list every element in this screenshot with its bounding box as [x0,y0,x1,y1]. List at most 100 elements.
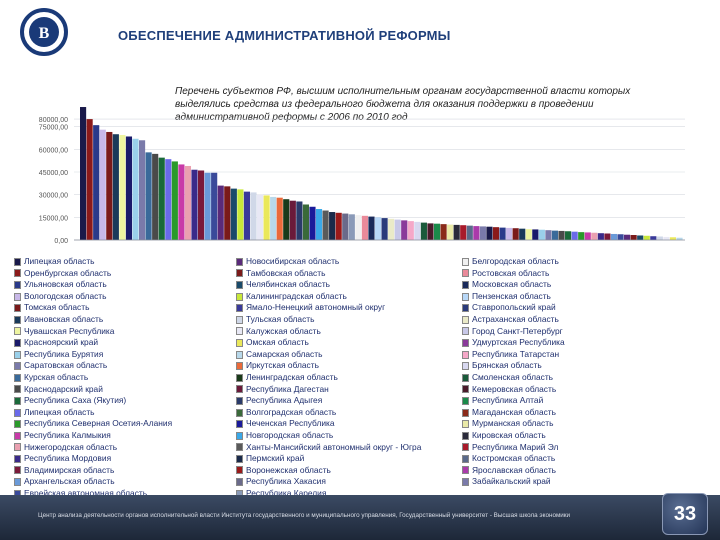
legend-item: Красноярский край [14,337,172,349]
legend-swatch [14,466,21,475]
bar [178,164,185,240]
hse-logo-icon: В [20,8,68,56]
legend-label: Калужская область [246,325,321,336]
bar [302,204,309,240]
legend-label: Владимирская область [24,464,115,475]
legend-label: Ямало-Ненецкий автономный округ [246,302,386,313]
bar [519,228,526,240]
legend-swatch [14,385,21,394]
legend-swatch [14,396,21,405]
bar [401,220,408,240]
legend-swatch [236,385,243,394]
legend-item: Ямало-Ненецкий автономный округ [236,302,421,314]
slide-title: ОБЕСПЕЧЕНИЕ АДМИНИСТРАТИВНОЙ РЕФОРМЫ [118,28,451,43]
bar [80,107,87,241]
bar [676,237,683,240]
legend-item: Чувашская Республика [14,326,172,338]
bar [525,229,532,240]
legend-swatch [14,304,21,313]
legend-label: Московская область [472,279,552,290]
legend-swatch [14,373,21,382]
legend-item: Калининградская область [236,291,421,303]
bar [414,221,421,240]
bar [211,172,218,240]
legend-item: Иркутская область [236,360,421,372]
legend-item: Тамбовская область [236,268,421,280]
legend-swatch [236,327,243,336]
legend-item: Республика Дагестан [236,384,421,396]
legend-item: Оренбургская область [14,268,172,280]
legend-swatch [462,443,469,452]
bar [460,225,467,240]
bar [492,227,500,240]
legend-item: Новгородская область [236,430,421,442]
legend-label: Вологодская область [24,290,107,301]
legend-item: Пензенская область [462,291,565,303]
legend-swatch [14,454,21,463]
legend-swatch [14,420,21,429]
bar [512,228,519,240]
legend-swatch [236,443,243,452]
legend-swatch [462,420,469,429]
bar [152,153,159,240]
legend-item: Мурманская область [462,418,565,430]
bar [86,119,93,240]
y-tick-label: 0,00 [54,238,68,245]
legend-label: Саратовская область [24,360,108,371]
legend-item: Удмуртская Республика [462,337,565,349]
bar [270,196,277,240]
legend-swatch [236,478,243,487]
bar [499,227,506,240]
legend-swatch [236,269,243,278]
legend-item: Забайкальский край [462,476,565,488]
legend-swatch [462,350,469,359]
legend-swatch [462,257,469,266]
bar [656,236,663,240]
legend-item: Кемеровская область [462,384,565,396]
bar [263,195,270,240]
legend-swatch [236,408,243,417]
bar [322,210,329,240]
legend-label: Оренбургская область [24,267,112,278]
legend-item: Пермский край [236,453,421,465]
legend-swatch [462,478,469,487]
legend-swatch [14,292,21,301]
legend-swatch [14,431,21,440]
legend-item: Ярославская область [462,465,565,477]
bar [112,134,119,240]
bar [630,235,637,240]
legend-swatch [14,408,21,417]
legend-label: Томская область [24,302,90,313]
legend-item: Республика Саха (Якутия) [14,395,172,407]
legend-swatch [236,315,243,324]
legend-swatch [462,396,469,405]
legend-item: Костромская область [462,453,565,465]
legend-item: Томская область [14,302,172,314]
legend-label: Калининградская область [246,290,347,301]
legend-swatch [462,338,469,347]
legend-label: Ханты-Мансийский автономный округ - Югра [246,441,422,452]
legend-item: Республика Мордовия [14,453,172,465]
bar [637,235,644,240]
bar [191,169,198,240]
legend-item: Астраханская область [462,314,565,326]
legend-item: Ленинградская область [236,372,421,384]
legend-swatch [462,466,469,475]
bar [289,200,296,240]
legend-label: Пензенская область [472,290,551,301]
legend-label: Республика Мордовия [24,453,112,464]
legend-item: Кировская область [462,430,565,442]
bar [99,129,106,240]
legend-swatch [462,385,469,394]
bar [230,188,237,240]
bar [578,232,585,240]
legend-label: Республика Калмыкия [24,429,111,440]
bar [283,199,290,240]
bar [119,134,126,240]
bar [479,226,486,240]
legend-label: Ярославская область [472,464,557,475]
bar [532,229,539,240]
legend-item: Магаданская область [462,407,565,419]
bar [571,231,578,240]
bar [643,235,650,240]
